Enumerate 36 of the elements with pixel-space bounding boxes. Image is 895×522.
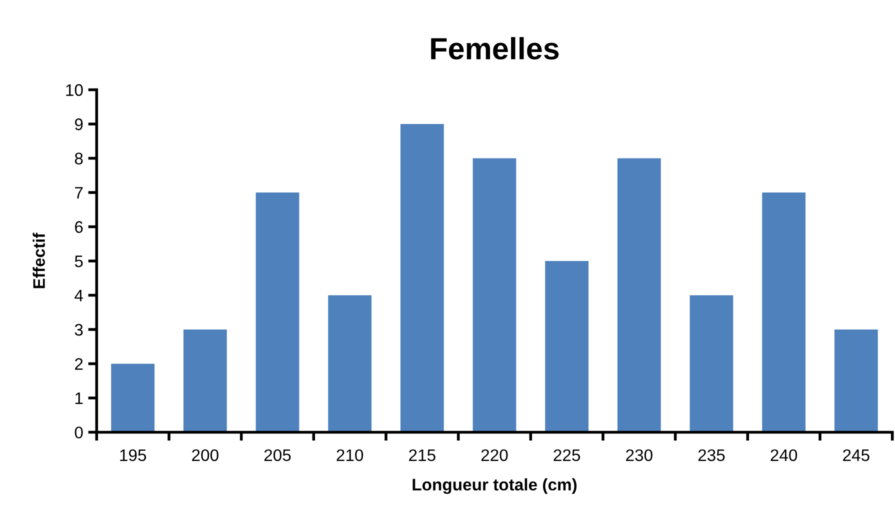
bar [183, 329, 227, 432]
x-tick-label: 205 [264, 449, 291, 462]
bar [400, 124, 444, 432]
y-tick-label: 5 [74, 256, 83, 268]
x-axis-title: Longueur totale (cm) [412, 478, 577, 494]
y-tick-label: 10 [66, 84, 83, 96]
y-tick-label: 9 [74, 118, 83, 130]
x-tick-label: 235 [698, 449, 725, 462]
x-tick-label: 200 [192, 449, 218, 462]
bar [328, 295, 372, 432]
y-tick-label: 8 [74, 152, 83, 164]
x-tick-label: 225 [554, 449, 580, 462]
bar [472, 158, 516, 432]
y-tick-label: 3 [74, 324, 83, 336]
bar [545, 261, 589, 432]
y-tick-label: 0 [74, 426, 83, 438]
x-tick-label: 245 [843, 449, 870, 462]
x-tick-label: 215 [409, 449, 436, 462]
x-tick-label: 240 [770, 449, 798, 462]
x-tick-label: 220 [481, 449, 508, 462]
y-tick-label: 1 [75, 392, 83, 404]
bar [617, 158, 661, 432]
bar [111, 364, 155, 432]
y-tick-label: 7 [75, 187, 83, 199]
x-tick-label: 195 [120, 449, 146, 462]
x-tick-label: 210 [336, 449, 364, 462]
x-tick-label: 230 [626, 449, 652, 462]
bar [690, 295, 734, 432]
y-axis-title: Effectif [32, 232, 45, 288]
bar [256, 192, 300, 432]
y-tick-label: 4 [74, 290, 83, 302]
bar [762, 192, 806, 432]
bar [834, 329, 878, 432]
y-tick-label: 2 [75, 358, 83, 370]
chart-title: Femelles [431, 37, 559, 60]
y-tick-label: 6 [75, 221, 83, 233]
